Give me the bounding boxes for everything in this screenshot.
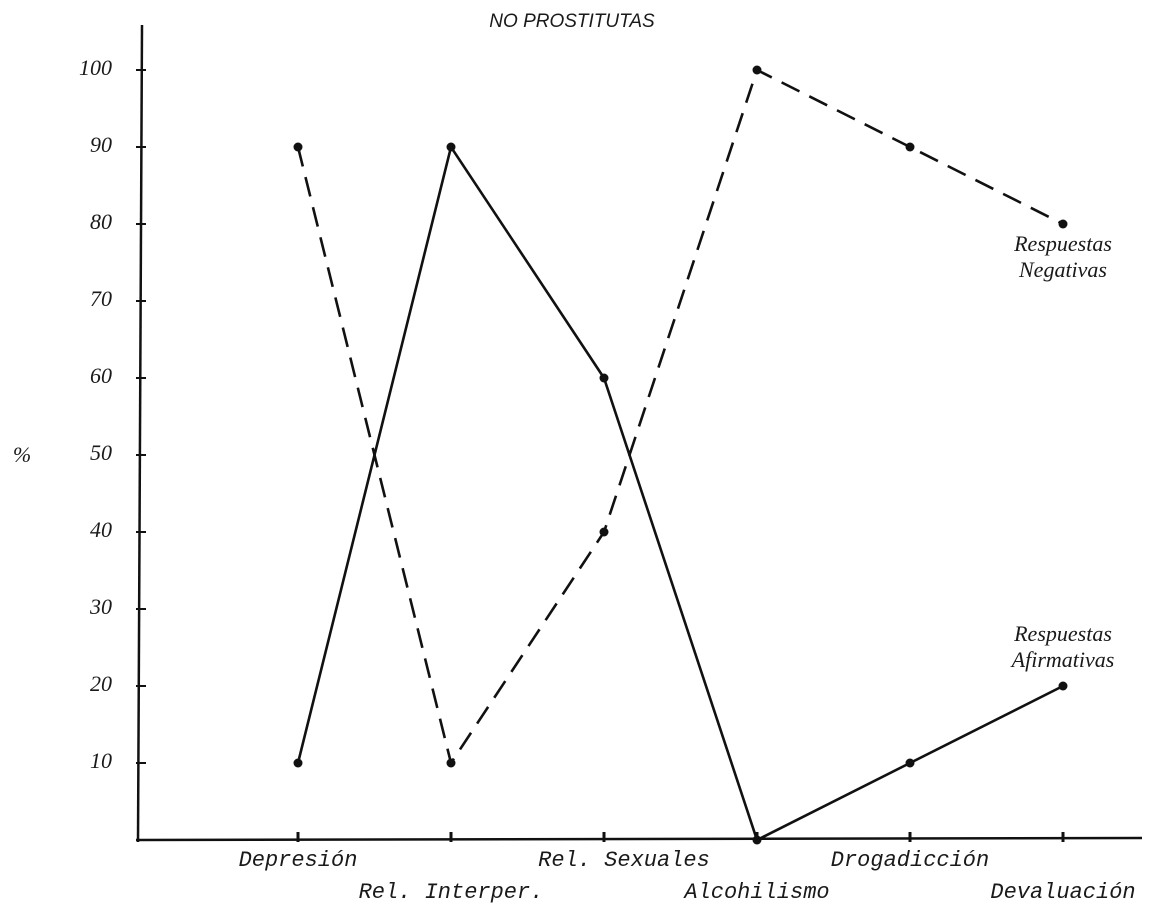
data-point [293,142,303,152]
data-point [1058,681,1068,691]
x-tick-label: Drogadicción [831,848,989,873]
y-tick-label: 10 [90,748,112,773]
y-axis-label: % [13,442,31,467]
y-tick-label: 70 [90,286,112,311]
data-point [599,373,609,383]
data-point [752,65,762,75]
x-tick-label: Alcohilismo [682,880,829,905]
legend-label: Respuestas Afirmativas [1010,621,1115,672]
x-tick-label: Rel. Interper. [359,880,544,905]
y-tick-label: 100 [79,55,112,80]
data-point [293,758,303,768]
data-point [599,527,609,537]
x-tick-label: Depresión [239,848,358,873]
chart-title: NO PROSTITUTAS [489,11,655,32]
series-line [296,143,1064,842]
y-tick-label: 40 [90,517,112,542]
x-axis [135,836,1143,842]
y-tick-label: 60 [90,363,112,388]
data-point [446,142,456,152]
x-tick-label: Devaluación [990,880,1135,905]
y-tick-label: 80 [90,209,112,234]
y-tick-label: 90 [90,132,112,157]
data-point [905,142,915,152]
series-line [296,68,1064,767]
y-axis [136,24,144,843]
y-tick-label: 30 [89,594,112,619]
data-point [905,758,915,768]
x-tick-label: Rel. Sexuales [538,848,710,873]
legend-label: Respuestas Negativas [1013,231,1112,282]
data-point [446,758,456,768]
y-tick-label: 20 [90,671,112,696]
y-tick-label: 50 [90,440,112,465]
data-point [1058,219,1068,229]
data-point [752,835,762,845]
